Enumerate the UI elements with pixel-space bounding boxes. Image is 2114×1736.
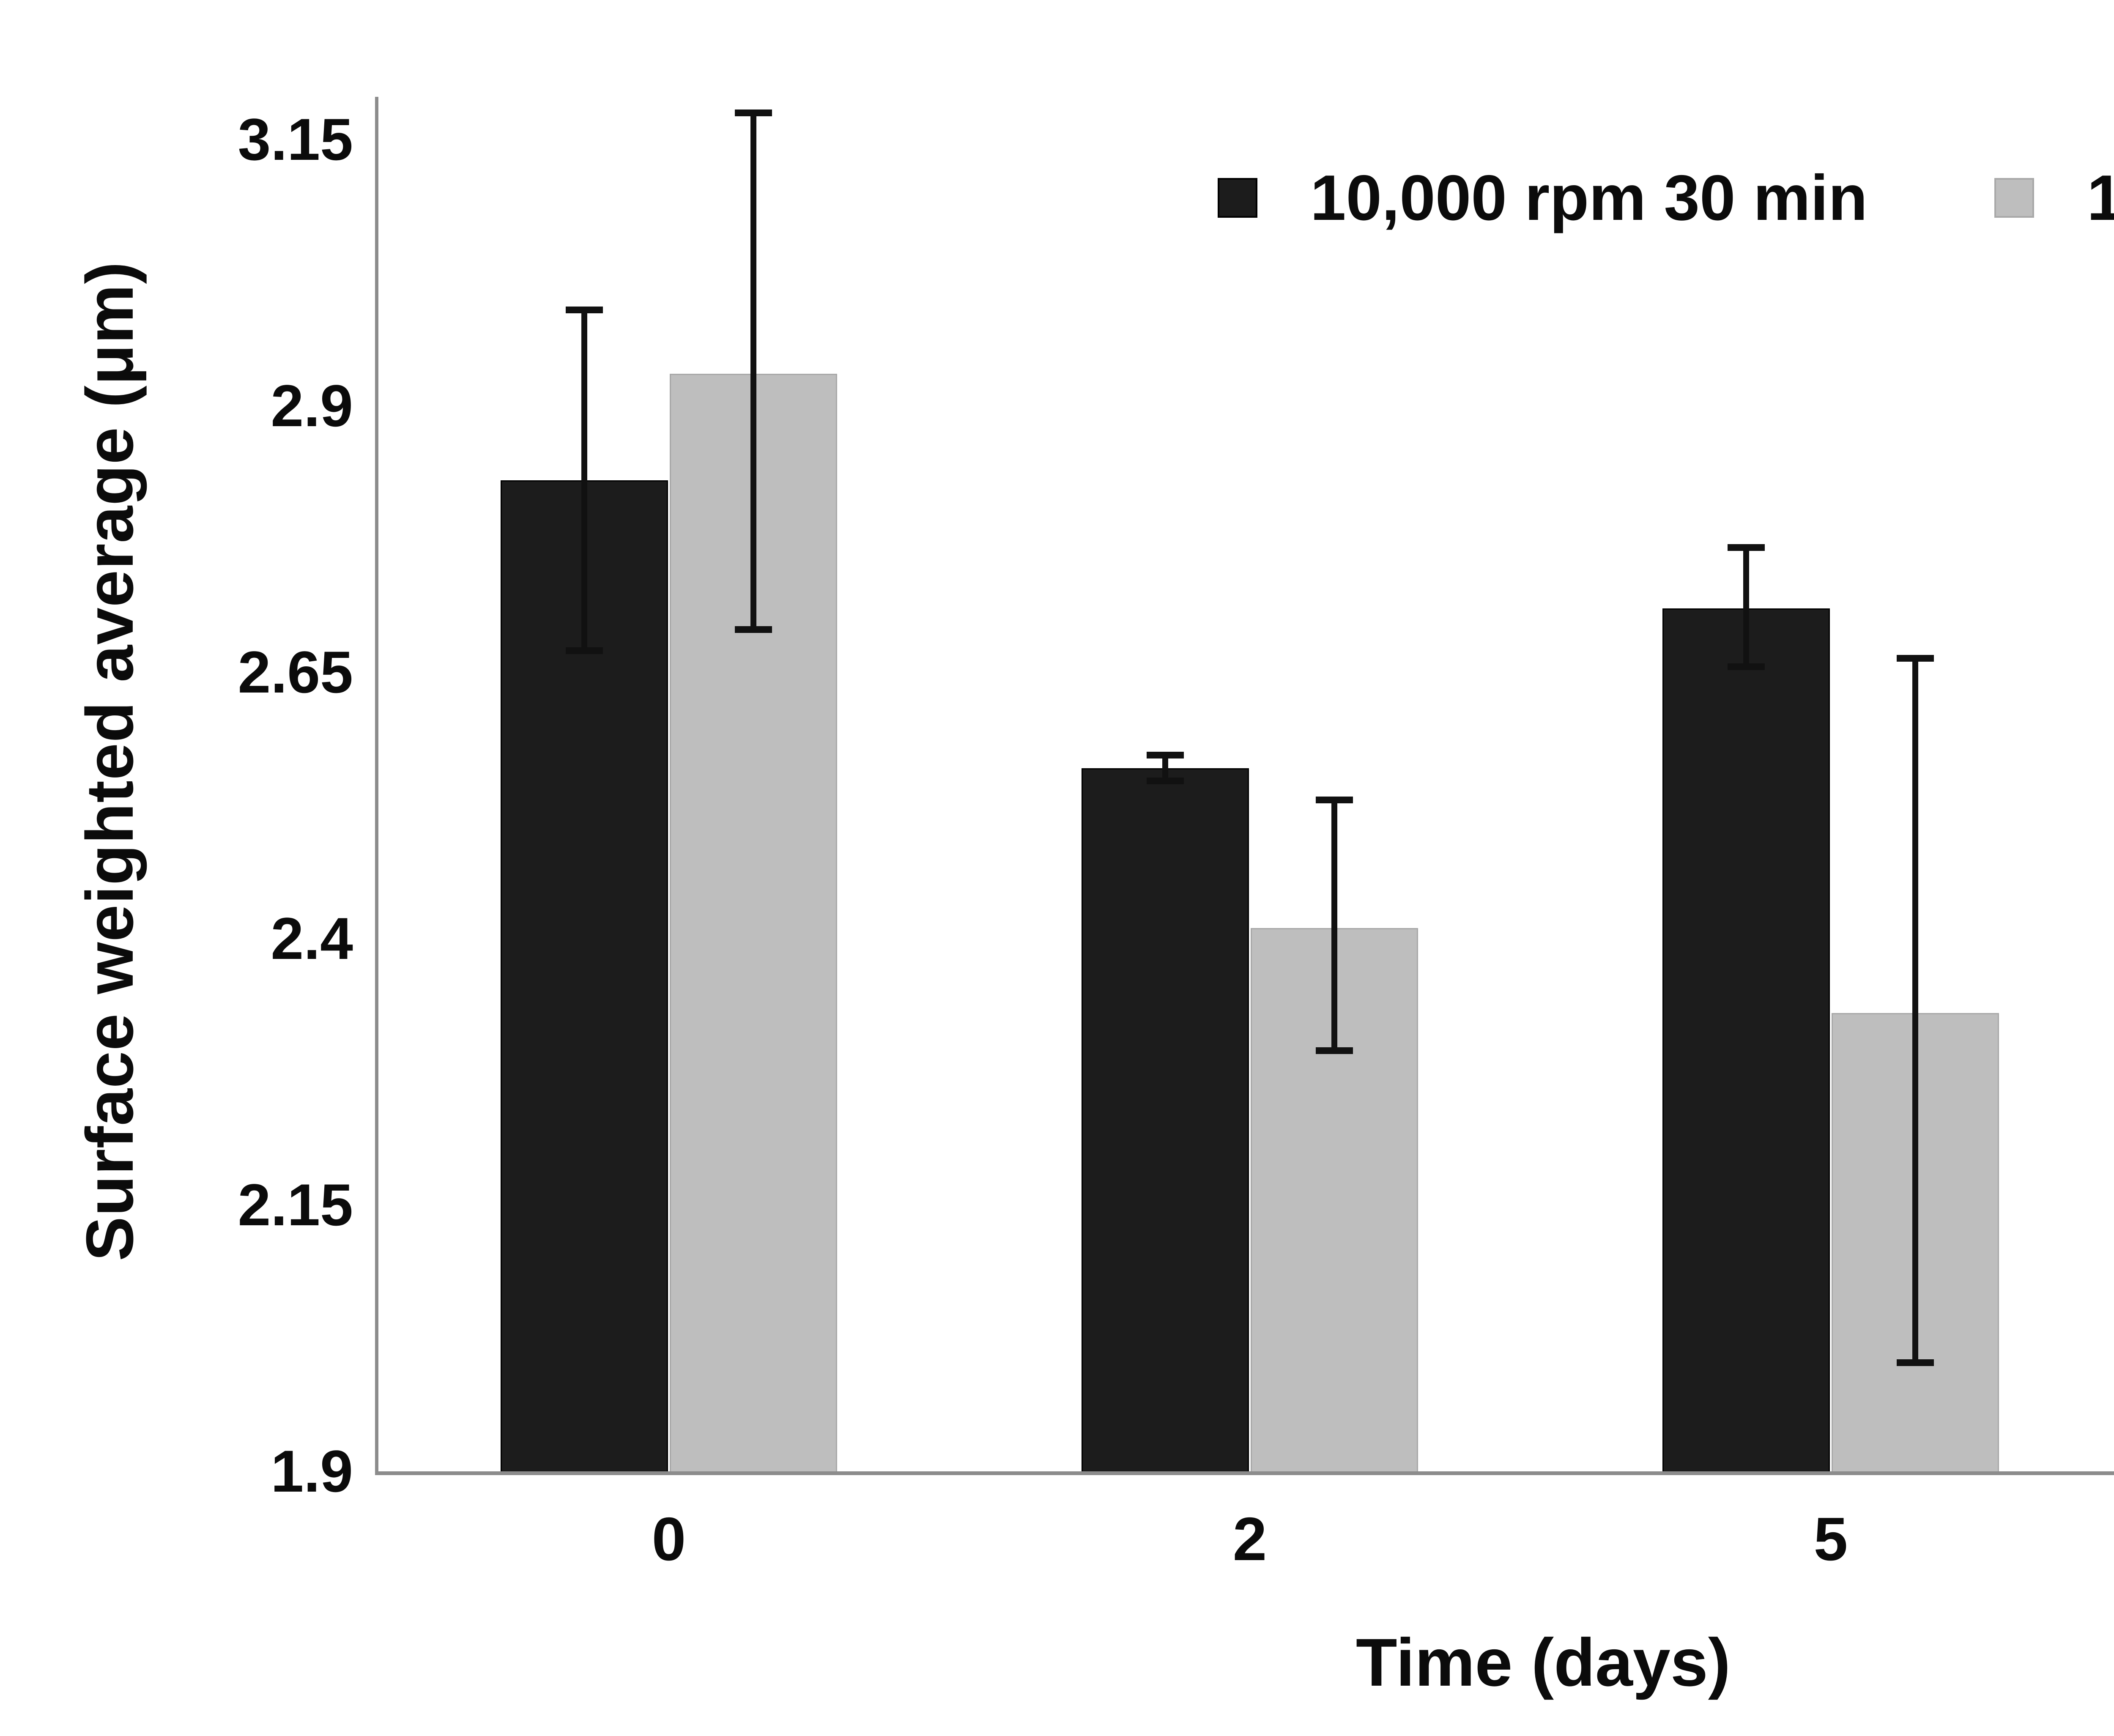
y-tick-label-1.9: 1.9 [271, 1438, 353, 1504]
y-tick-label-2.9: 2.9 [271, 372, 353, 439]
error-bar-60min-day5-line [1912, 658, 1918, 1363]
y-axis-title: Surface weighted average (μm) [0, 0, 220, 1522]
y-tick-label-3.15: 3.15 [238, 106, 353, 173]
error-bar-30min-day5-cap-top [1728, 544, 1765, 551]
error-bar-30min-day0-line [581, 310, 587, 651]
x-axis-title: Time (days) [1355, 1624, 1731, 1700]
x-tick-label-0: 0 [652, 1505, 686, 1573]
error-bar-60min-day5-cap-bottom [1897, 1359, 1934, 1366]
error-bar-30min-day2-cap-top [1147, 752, 1184, 759]
bar-30min-day2 [1082, 768, 1249, 1471]
legend: 10,000 rpm 30 min 10,000 rpm 60 min [1218, 156, 2114, 240]
error-bar-30min-day5-line [1743, 548, 1749, 667]
legend-swatch-30min [1218, 178, 1257, 218]
error-bar-60min-day2-line [1331, 800, 1337, 1051]
error-bar-30min-day2-cap-bottom [1147, 777, 1184, 784]
error-bar-60min-day2-cap-top [1316, 797, 1353, 804]
legend-swatch-60min [1994, 178, 2035, 218]
error-bar-30min-day2-line [1162, 755, 1168, 781]
legend-label-30min: 10,000 rpm 30 min [1310, 162, 1868, 234]
error-bar-30min-day0-cap-bottom [566, 647, 603, 654]
legend-item-30min: 10,000 rpm 30 min [1218, 156, 1868, 240]
bar-30min-day5 [1662, 608, 1830, 1471]
error-bar-60min-day0-cap-bottom [735, 626, 772, 633]
x-tick-label-5: 5 [1813, 1505, 1848, 1573]
error-bar-60min-day2-cap-bottom [1316, 1047, 1353, 1054]
legend-label-60min: 10,000 rpm 60 min [2087, 162, 2114, 234]
y-tick-label-2.15: 2.15 [238, 1171, 353, 1238]
x-axis-line [375, 1471, 2114, 1475]
y-tick-label-2.65: 2.65 [238, 638, 353, 705]
error-bar-60min-day5-cap-top [1897, 655, 1934, 662]
error-bar-30min-day5-cap-bottom [1728, 663, 1765, 671]
error-bar-60min-day0-line [750, 112, 756, 630]
y-tick-label-2.4: 2.4 [271, 905, 353, 972]
legend-item-60min: 10,000 rpm 60 min [1994, 156, 2114, 240]
x-tick-label-2: 2 [1232, 1505, 1267, 1573]
error-bar-60min-day0-cap-top [735, 109, 772, 116]
error-bar-30min-day0-cap-top [566, 307, 603, 314]
y-axis-line [375, 97, 378, 1475]
